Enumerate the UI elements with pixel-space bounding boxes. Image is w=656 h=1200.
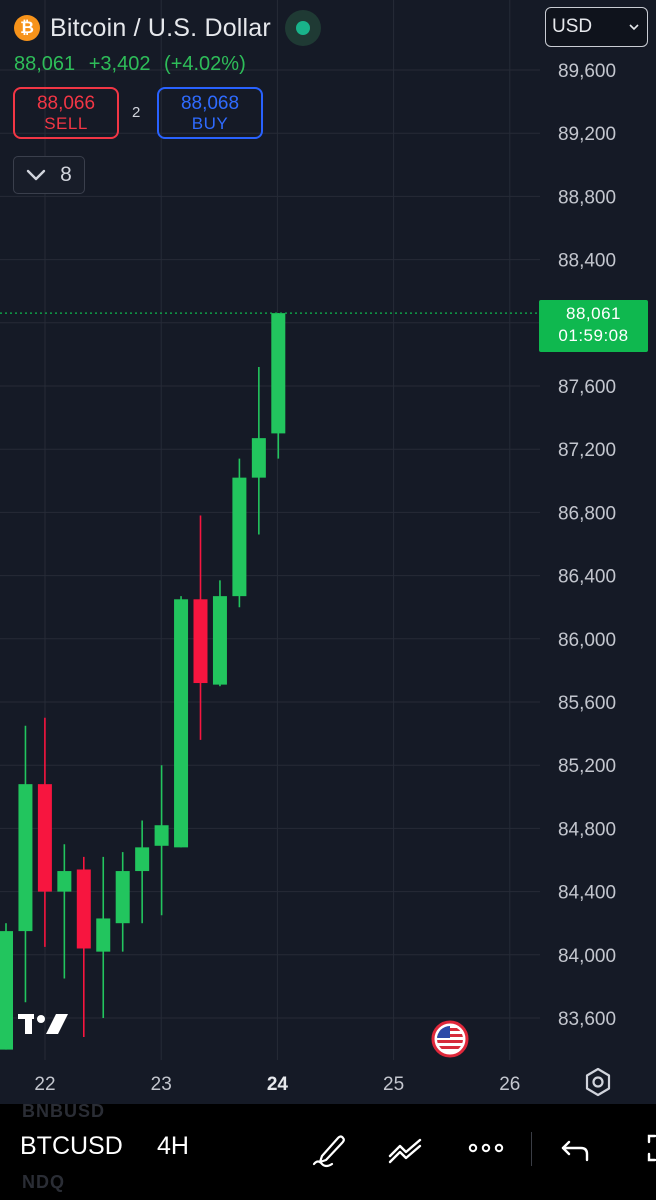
y-tick-label: 84,800 xyxy=(558,819,616,840)
bar-countdown: 01:59:08 xyxy=(558,326,629,345)
y-tick-label: 84,400 xyxy=(558,883,616,904)
candle-body xyxy=(135,847,150,872)
candle-body xyxy=(271,313,286,434)
candle-body xyxy=(193,599,208,684)
candle-body xyxy=(251,438,266,478)
bottom-toolbar: BNBUSD NDQ BTCUSD 4H xyxy=(0,1101,656,1200)
candle-body xyxy=(154,825,169,846)
candle-up[interactable] xyxy=(154,765,169,916)
currency-value: USD xyxy=(552,16,593,37)
y-tick-label: 86,400 xyxy=(558,567,616,588)
drawing-tools-icon[interactable] xyxy=(308,1126,352,1170)
tradingview-logo[interactable] xyxy=(18,1010,70,1038)
indicators-collapse-button[interactable]: 8 xyxy=(13,156,85,194)
candle-body xyxy=(18,784,33,932)
candle-body xyxy=(57,871,72,892)
candle-body xyxy=(0,931,13,1050)
buy-price: 88,068 xyxy=(180,93,240,114)
candle-up[interactable] xyxy=(0,923,13,1050)
symbol-search-button[interactable]: BTCUSD xyxy=(20,1132,123,1160)
y-tick-label: 88,800 xyxy=(558,187,616,208)
chart-settings-icon[interactable] xyxy=(582,1066,614,1098)
x-tick-label: 25 xyxy=(383,1074,404,1095)
candle-up[interactable] xyxy=(232,458,247,608)
candle-up[interactable] xyxy=(174,596,189,848)
price-change: +3,402 xyxy=(88,53,151,75)
last-price: 88,061 xyxy=(14,53,76,75)
price-tag-value: 88,061 xyxy=(566,304,621,323)
undo-icon[interactable] xyxy=(555,1126,599,1170)
x-tick-label: 22 xyxy=(34,1074,55,1095)
candle-down[interactable] xyxy=(37,717,52,947)
y-tick-label: 89,600 xyxy=(558,61,616,82)
spread-value: 2 xyxy=(132,104,141,121)
candle-up[interactable] xyxy=(115,852,130,952)
x-tick-label: 26 xyxy=(499,1074,520,1095)
prev-symbol-ghost[interactable]: BNBUSD xyxy=(22,1101,106,1121)
candle-down[interactable] xyxy=(76,856,91,1037)
symbol-header[interactable]: ₿ Bitcoin / U.S. Dollar xyxy=(14,10,321,46)
interval-button[interactable]: 4H xyxy=(157,1132,189,1160)
candle-up[interactable] xyxy=(57,844,72,979)
more-options-icon[interactable] xyxy=(464,1126,508,1170)
candle-up[interactable] xyxy=(271,313,286,459)
candle-body xyxy=(232,477,247,597)
buy-label: BUY xyxy=(191,114,229,133)
indicators-icon[interactable] xyxy=(384,1126,428,1170)
bitcoin-icon: ₿ xyxy=(14,15,40,41)
y-tick-label: 85,200 xyxy=(558,756,616,777)
candle-up[interactable] xyxy=(212,580,227,687)
y-tick-label: 86,800 xyxy=(558,503,616,524)
y-tick-label: 86,000 xyxy=(558,630,616,651)
candle-down[interactable] xyxy=(193,515,208,740)
candle-body xyxy=(115,871,130,924)
x-tick-label: 23 xyxy=(151,1074,172,1095)
candle-up[interactable] xyxy=(96,856,111,1018)
symbol-title[interactable]: Bitcoin / U.S. Dollar xyxy=(50,13,271,42)
price-quote: 88,061 +3,402 (+4.02%) xyxy=(14,53,254,76)
market-open-indicator[interactable] xyxy=(284,10,321,46)
y-tick-label: 83,600 xyxy=(558,1009,616,1030)
x-tick-label: 24 xyxy=(267,1074,289,1095)
candle-body xyxy=(76,869,91,949)
current-price-tag: 88,061 01:59:08 xyxy=(539,300,648,352)
y-tick-label: 85,600 xyxy=(558,693,616,714)
fullscreen-icon[interactable] xyxy=(630,1126,656,1170)
candle-up[interactable] xyxy=(135,820,150,924)
y-tick-label: 88,400 xyxy=(558,251,616,272)
y-tick-label: 84,000 xyxy=(558,946,616,967)
chevron-down-icon xyxy=(26,169,46,181)
next-symbol-ghost[interactable]: NDQ xyxy=(22,1172,65,1192)
live-dot-icon xyxy=(295,21,310,35)
sell-label: SELL xyxy=(44,114,88,133)
y-tick-label: 89,200 xyxy=(558,124,616,145)
sell-button[interactable]: 88,066 SELL xyxy=(13,87,119,139)
us-flag-event-icon[interactable] xyxy=(431,1020,469,1058)
sell-price: 88,066 xyxy=(36,93,96,114)
candle-body xyxy=(37,784,52,892)
y-tick-label: 87,200 xyxy=(558,440,616,461)
y-tick-label: 87,600 xyxy=(558,377,616,398)
chevron-down-icon xyxy=(629,23,639,30)
candle-up[interactable] xyxy=(18,725,33,1003)
candle-body xyxy=(212,596,227,685)
currency-select[interactable]: USD xyxy=(545,7,648,47)
candle-up[interactable] xyxy=(251,367,266,535)
candlestick-chart[interactable]: 89,60089,20088,80088,40088,00087,60087,2… xyxy=(0,0,656,1104)
indicator-count: 8 xyxy=(60,163,72,186)
candle-body xyxy=(174,599,189,848)
candle-body xyxy=(96,918,111,952)
toolbar-divider xyxy=(531,1132,532,1166)
buy-button[interactable]: 88,068 BUY xyxy=(157,87,263,139)
price-change-percent: (+4.02%) xyxy=(164,53,246,75)
